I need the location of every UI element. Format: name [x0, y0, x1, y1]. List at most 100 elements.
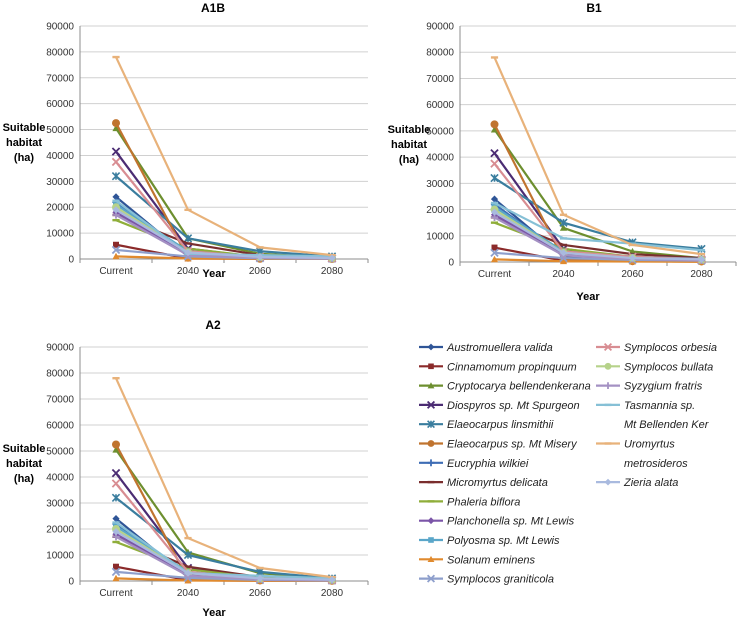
data-point [184, 569, 192, 577]
legend-item: Cryptocarya bellendenkerana [419, 381, 591, 393]
data-point [490, 208, 499, 216]
data-point [111, 245, 121, 255]
panel-a1b: A1B 0 10000 20000 30000 40000 50000 60000 70000 8… [3, 1, 369, 280]
data-point [490, 159, 499, 168]
data-point [111, 147, 121, 156]
data-point [490, 255, 499, 263]
data-point [559, 249, 568, 257]
legend: Austromuellera valida Cinnamomum propinqu… [419, 342, 717, 586]
data-point [628, 254, 637, 262]
data-point [184, 576, 192, 584]
legend-item: Solanum eminens [419, 554, 536, 566]
data-point [697, 255, 706, 263]
x-tick-label: 2080 [321, 266, 344, 277]
legend-marker [427, 343, 435, 351]
x-axis-title: Year [576, 291, 600, 303]
y-tick-label: 10000 [46, 551, 74, 562]
data-point [113, 563, 119, 570]
y-tick-label: 60000 [46, 99, 74, 110]
series-line [494, 258, 702, 263]
data-point [328, 576, 336, 584]
legend-label: Symplocos bullata [624, 361, 713, 373]
y-tick-label: 90000 [46, 22, 74, 33]
data-point [559, 257, 568, 265]
series-line [114, 377, 333, 579]
x-tick-label: 2060 [249, 588, 272, 599]
legend-item: Eucryphia wilkiei [419, 458, 529, 470]
legend-label-line2: metrosideros [624, 458, 688, 470]
x-tick-label: 2040 [552, 269, 575, 280]
data-point [256, 574, 264, 582]
data-point [111, 157, 121, 167]
y-tick-label: 10000 [46, 229, 74, 240]
y-axis-title: (ha) [399, 154, 420, 166]
data-point [183, 550, 193, 560]
chart-title: A2 [205, 318, 221, 332]
legend-item: Elaeocarpus sp. Mt Misery [419, 439, 578, 451]
data-point [113, 241, 119, 248]
legend-item: Cinnamomum propinquum [419, 361, 577, 373]
legend-item: Tasmannia sp. Mt Bellenden Ker [596, 400, 710, 431]
data-point [111, 468, 121, 478]
legend-label: Syzygium fratris [624, 381, 703, 393]
data-point [256, 253, 264, 261]
panel-a2: A2 0 10000 20000 30000 40000 50000 60000 70000 80… [3, 318, 369, 619]
series-zieria-alata [490, 208, 706, 263]
data-point [559, 218, 568, 227]
y-tick-label: 70000 [46, 73, 74, 84]
data-point [112, 193, 120, 201]
legend-label: Elaeocarpus sp. Mt Misery [447, 439, 578, 451]
legend-label: Tasmannia sp. [624, 400, 695, 412]
data-point [112, 515, 120, 523]
legend-marker [428, 363, 434, 370]
legend-label: Uromyrtus [624, 439, 675, 451]
x-axis-title: Year [202, 268, 226, 280]
y-tick-label: 40000 [426, 153, 454, 164]
y-tick-label: 40000 [46, 473, 74, 484]
y-tick-label: 70000 [46, 395, 74, 406]
series-line [493, 128, 702, 260]
legend-item: Polyosma sp. Mt Lewis [419, 535, 560, 547]
y-tick-label: 20000 [46, 525, 74, 536]
series-line [493, 152, 702, 262]
legend-item: Diospyros sp. Mt Spurgeon [419, 400, 580, 412]
y-tick-label: 80000 [426, 48, 454, 59]
legend-label: Symplocos orbesia [624, 342, 717, 354]
series-symplocos-orbesia [111, 479, 337, 585]
legend-marker [426, 574, 436, 583]
series-zieria-alata [112, 206, 336, 262]
x-tick-label: Current [478, 269, 512, 280]
data-point [490, 148, 499, 158]
series-line [115, 127, 333, 259]
data-point [112, 252, 120, 260]
legend-label: Micromyrtus delicata [447, 477, 548, 489]
series-line [115, 208, 333, 260]
y-tick-label: 30000 [426, 179, 454, 190]
x-tick-label: 2080 [321, 588, 344, 599]
data-point [112, 440, 120, 449]
data-point [111, 567, 121, 577]
y-axis-title: (ha) [14, 152, 35, 164]
data-point [112, 124, 120, 132]
legend-marker [427, 555, 435, 563]
legend-item: Planchonella sp. Mt Lewis [419, 516, 575, 528]
y-tick-label: 20000 [426, 205, 454, 216]
x-axis-title: Year [202, 607, 226, 619]
chart-title: A1B [201, 1, 225, 15]
y-axis-title: Suitable [3, 443, 46, 455]
legend-item: Zieria alata [596, 477, 678, 489]
legend-item: Micromyrtus delicata [419, 477, 548, 489]
data-point [111, 493, 121, 502]
data-point [112, 446, 120, 453]
data-point [112, 574, 120, 582]
y-tick-label: 70000 [426, 74, 454, 85]
y-axis-title: habitat [6, 137, 42, 149]
data-point [328, 254, 336, 262]
series-elaeocarpus-linsmithii [111, 493, 337, 583]
data-point [491, 244, 498, 251]
data-point [490, 248, 499, 258]
legend-label: Elaeocarpus linsmithii [447, 419, 554, 431]
data-point [490, 120, 499, 129]
legend-item: Phaleria biflora [419, 496, 520, 508]
legend-marker [603, 342, 613, 352]
